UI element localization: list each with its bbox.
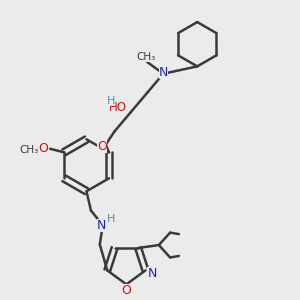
Text: O: O [122, 284, 131, 297]
Text: N: N [97, 219, 106, 232]
Text: CH₃: CH₃ [19, 145, 38, 155]
Text: HO: HO [109, 101, 127, 114]
Text: O: O [97, 140, 107, 153]
Text: O: O [38, 142, 48, 155]
Text: N: N [147, 268, 157, 281]
Text: CH₃: CH₃ [137, 52, 156, 61]
Text: N: N [159, 66, 168, 79]
Text: H: H [106, 96, 115, 106]
Text: H: H [107, 214, 115, 224]
